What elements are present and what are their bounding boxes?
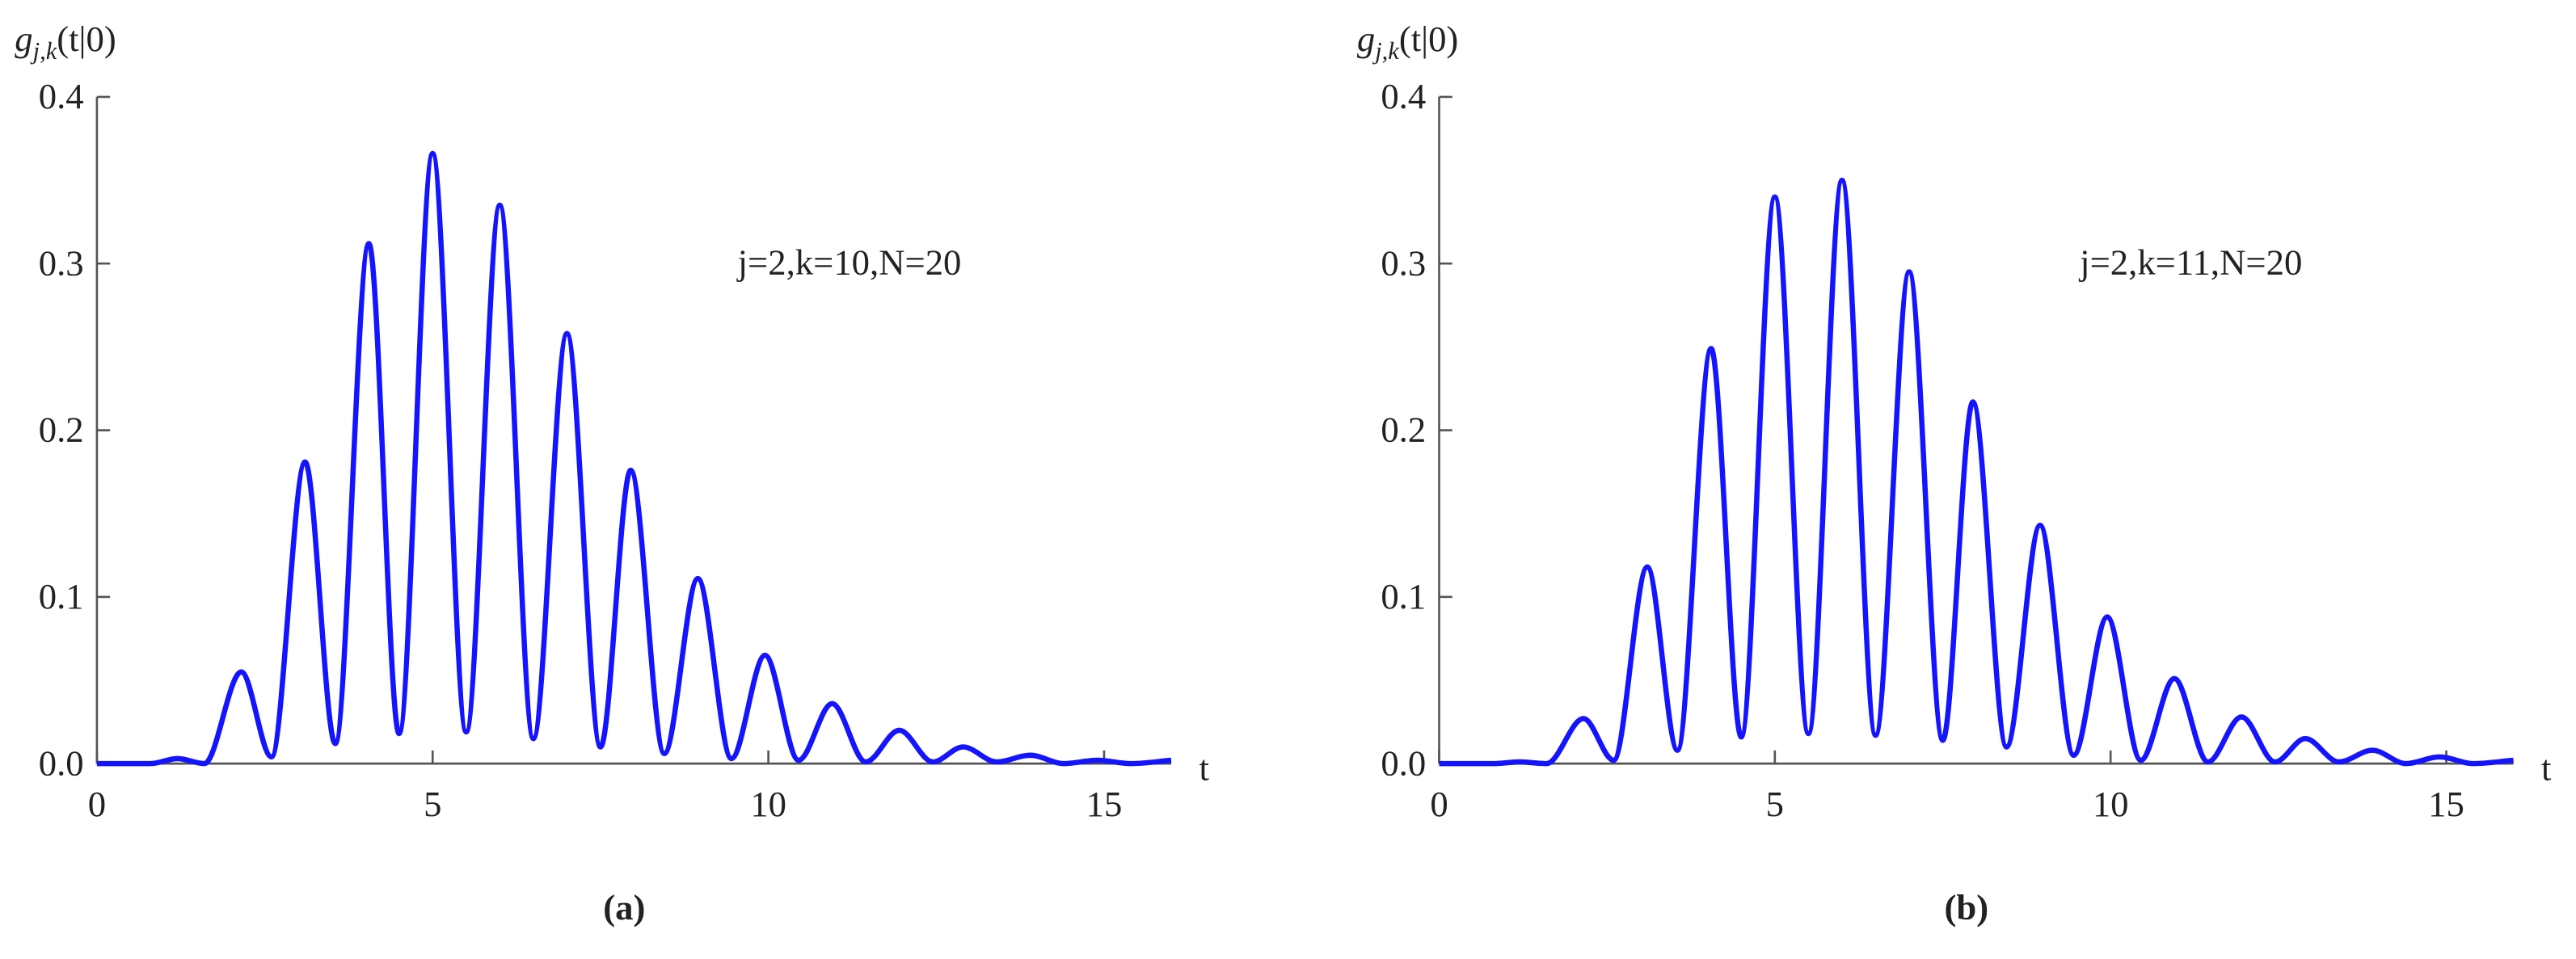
y-tick-label: 0.1 — [1381, 576, 1426, 616]
y-tick-label: 0.3 — [1381, 242, 1426, 283]
y-axis-label: gj,k(t|0) — [15, 19, 116, 65]
y-tick-label: 0.1 — [39, 576, 84, 616]
x-tick-label: 15 — [2428, 784, 2464, 824]
y-tick-label: 0.0 — [39, 742, 84, 783]
y-label-subscript: j,k — [1372, 37, 1399, 65]
y-label-symbol: g — [15, 19, 32, 59]
x-tick-label: 10 — [2093, 784, 2129, 824]
x-tick-label: 0 — [88, 784, 106, 824]
y-label-argument: (t|0) — [1399, 19, 1459, 59]
x-tick-label: 15 — [1086, 784, 1123, 824]
annotation: j=2,k=11,N=20 — [2078, 242, 2302, 282]
x-tick-label: 5 — [424, 784, 441, 824]
x-axis-label: t — [2541, 747, 2552, 788]
caption: (b) — [1945, 887, 1989, 927]
y-label-argument: (t|0) — [57, 19, 116, 59]
y-axis-label: gj,k(t|0) — [1357, 19, 1458, 65]
data-line — [96, 150, 1172, 767]
y-tick-label: 0.4 — [1381, 76, 1426, 116]
y-label-symbol: g — [1357, 19, 1375, 59]
x-tick-label: 10 — [750, 784, 786, 824]
y-tick-label: 0.0 — [1381, 742, 1426, 783]
x-tick-label: 5 — [1766, 784, 1784, 824]
y-label-subscript: j,k — [30, 37, 57, 65]
y-tick-label: 0.4 — [39, 76, 84, 116]
data-line — [1439, 177, 2514, 767]
x-tick-label: 0 — [1430, 784, 1448, 824]
y-tick-label: 0.2 — [1381, 410, 1426, 450]
caption: (a) — [603, 887, 645, 927]
annotation: j=2,k=10,N=20 — [736, 242, 962, 282]
x-axis-label: t — [1199, 747, 1209, 788]
y-tick-label: 0.3 — [39, 242, 84, 283]
y-tick-label: 0.2 — [39, 410, 84, 450]
